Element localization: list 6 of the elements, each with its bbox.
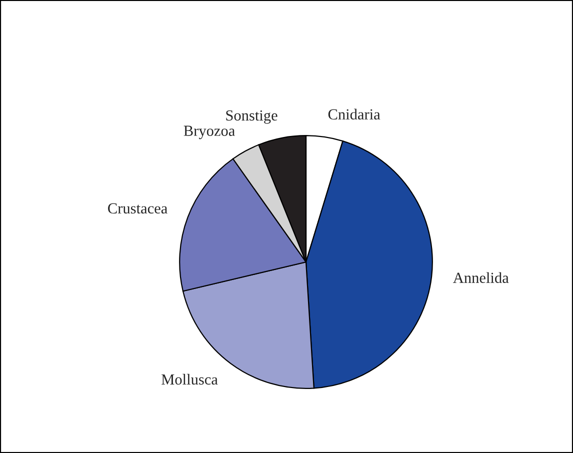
slice-label: Bryozoa: [184, 126, 235, 140]
slice-label: Cnidaria: [328, 108, 380, 120]
slice-label: Crustacea: [108, 203, 168, 214]
slice-label: Mollusca: [162, 374, 218, 385]
slice-label: Annelida: [453, 272, 509, 283]
slice-label: Sonstige: [226, 110, 278, 124]
